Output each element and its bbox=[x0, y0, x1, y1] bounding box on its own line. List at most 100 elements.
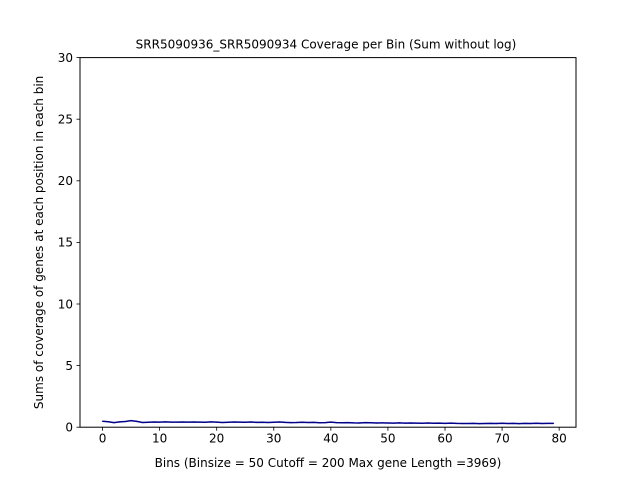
data-point bbox=[501, 422, 503, 424]
data-point bbox=[393, 422, 395, 424]
data-point bbox=[296, 421, 298, 424]
data-point bbox=[518, 423, 520, 425]
data-point bbox=[370, 422, 372, 424]
data-point bbox=[136, 420, 138, 423]
y-tick-label: 0 bbox=[65, 421, 73, 435]
data-point bbox=[438, 422, 440, 424]
data-point bbox=[273, 421, 275, 423]
data-point bbox=[421, 422, 423, 424]
data-point bbox=[278, 421, 281, 423]
data-point bbox=[404, 422, 406, 424]
x-tick-label: 20 bbox=[209, 432, 224, 446]
x-tick-label: 70 bbox=[494, 432, 509, 446]
data-point bbox=[210, 421, 212, 423]
data-point bbox=[147, 421, 149, 423]
data-point bbox=[353, 422, 355, 424]
data-point bbox=[124, 420, 126, 423]
data-point bbox=[364, 422, 366, 424]
x-tick-label: 80 bbox=[552, 432, 567, 446]
data-point bbox=[427, 422, 429, 424]
data-point bbox=[330, 421, 332, 423]
data-point bbox=[552, 422, 555, 424]
data-point bbox=[455, 422, 458, 424]
data-point bbox=[244, 421, 246, 423]
data-point bbox=[101, 420, 104, 422]
data-point bbox=[119, 421, 121, 423]
data-point bbox=[284, 421, 286, 423]
x-tick-label: 10 bbox=[152, 432, 167, 446]
y-tick-label: 15 bbox=[58, 236, 73, 250]
series-line bbox=[102, 419, 554, 425]
data-point bbox=[324, 422, 326, 424]
data-point bbox=[484, 422, 486, 425]
y-axis-label: Sums of coverage of genes at each positi… bbox=[32, 76, 46, 409]
x-tick-label: 50 bbox=[380, 432, 395, 446]
data-point bbox=[450, 422, 452, 424]
data-point bbox=[130, 420, 132, 422]
data-point bbox=[387, 422, 389, 424]
data-point bbox=[301, 421, 303, 423]
data-point bbox=[432, 422, 435, 424]
data-point bbox=[227, 421, 229, 423]
x-tick-label: 60 bbox=[437, 432, 452, 446]
data-point bbox=[415, 422, 418, 424]
data-point bbox=[187, 421, 189, 423]
data-point bbox=[490, 422, 492, 424]
data-point bbox=[507, 422, 509, 425]
data-point bbox=[107, 421, 109, 423]
data-point bbox=[461, 422, 463, 425]
data-point bbox=[512, 422, 515, 424]
y-axis: 0 5 10 15 20 25 30 bbox=[58, 51, 80, 435]
data-point bbox=[159, 421, 161, 423]
x-axis: 0 10 20 30 40 50 60 70 80 bbox=[99, 427, 567, 446]
data-point bbox=[444, 422, 446, 424]
data-point bbox=[313, 421, 315, 423]
data-point bbox=[410, 422, 412, 424]
data-point bbox=[478, 423, 480, 425]
x-axis-label: Bins (Binsize = 50 Cutoff = 200 Max gene… bbox=[155, 456, 502, 470]
data-point bbox=[341, 422, 343, 424]
data-point bbox=[204, 421, 206, 423]
data-point bbox=[181, 421, 184, 423]
y-tick-label: 30 bbox=[58, 51, 73, 65]
data-point bbox=[193, 421, 195, 423]
x-tick-label: 30 bbox=[266, 432, 281, 446]
data-point bbox=[221, 421, 224, 424]
data-point bbox=[318, 422, 321, 424]
x-tick-label: 40 bbox=[323, 432, 338, 446]
data-point bbox=[524, 422, 526, 424]
chart-title: SRR5090936_SRR5090934 Coverage per Bin (… bbox=[136, 38, 517, 52]
y-tick-label: 10 bbox=[58, 297, 73, 311]
data-point bbox=[250, 421, 252, 423]
data-point bbox=[398, 422, 400, 424]
data-point bbox=[467, 422, 469, 425]
data-point bbox=[381, 422, 383, 424]
data-point bbox=[547, 422, 549, 424]
data-point bbox=[170, 421, 172, 423]
data-point bbox=[347, 422, 349, 424]
data-point bbox=[164, 421, 166, 423]
series-layer bbox=[101, 419, 555, 425]
data-point bbox=[358, 422, 360, 424]
data-point bbox=[290, 422, 292, 424]
data-point bbox=[495, 422, 497, 425]
data-point bbox=[261, 421, 263, 423]
data-point bbox=[176, 421, 178, 423]
data-point bbox=[541, 422, 543, 425]
data-point bbox=[256, 421, 258, 423]
y-tick-label: 5 bbox=[65, 359, 73, 373]
y-tick-label: 25 bbox=[58, 113, 73, 127]
data-point bbox=[198, 421, 201, 423]
x-tick-label: 0 bbox=[99, 432, 107, 446]
data-point bbox=[267, 421, 269, 424]
data-point bbox=[238, 421, 241, 423]
data-point bbox=[113, 422, 115, 424]
data-point bbox=[472, 422, 475, 424]
data-point bbox=[216, 421, 218, 423]
data-point bbox=[530, 422, 532, 425]
data-point bbox=[307, 421, 309, 424]
data-point bbox=[153, 421, 155, 423]
data-point bbox=[535, 422, 537, 424]
